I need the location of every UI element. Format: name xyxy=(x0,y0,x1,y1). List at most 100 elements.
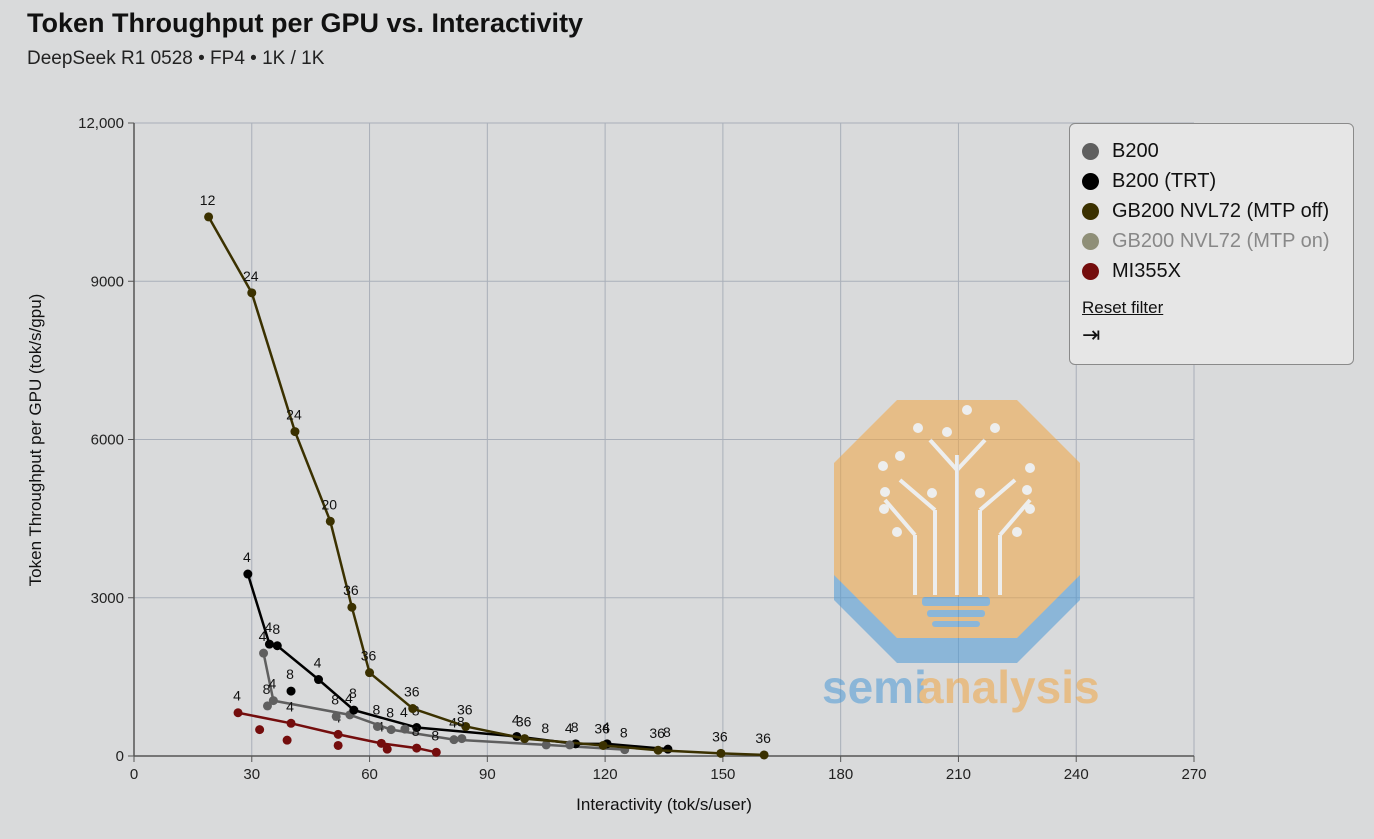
x-tick-label: 150 xyxy=(710,766,735,783)
data-point-extra[interactable] xyxy=(565,740,575,750)
data-point-gb200-nvl72-mtp-off[interactable] xyxy=(408,704,418,714)
data-point-gb200-nvl72-mtp-off[interactable] xyxy=(347,602,357,612)
x-tick-label: 210 xyxy=(946,766,971,783)
reset-filter-link[interactable]: Reset filter xyxy=(1082,298,1164,317)
legend-swatch xyxy=(1082,172,1099,190)
data-point-mi355x[interactable] xyxy=(333,729,343,739)
data-label-mi355x: 8 xyxy=(412,723,420,739)
data-point-mi355x[interactable] xyxy=(412,743,422,753)
data-label-gb200-nvl72-mtp-off: 36 xyxy=(361,648,377,664)
legend-item-mi355x[interactable]: MI355X xyxy=(1082,256,1341,286)
data-point-gb200-nvl72-mtp-off[interactable] xyxy=(204,212,214,222)
data-point-b200-trt[interactable] xyxy=(314,675,324,685)
data-label-gb200-nvl72-mtp-off: 12 xyxy=(200,192,216,208)
data-point-b200-trt[interactable] xyxy=(412,723,422,733)
data-label-extra: 8 xyxy=(286,666,294,682)
data-point-extra[interactable] xyxy=(372,721,382,731)
data-label-mi355x: 4 xyxy=(233,688,241,704)
data-label-extra: 8 xyxy=(373,701,381,717)
data-point-extra[interactable] xyxy=(400,724,410,734)
data-label-gb200-nvl72-mtp-off: 20 xyxy=(322,496,338,512)
data-point-mi355x[interactable] xyxy=(233,708,243,718)
data-label-gb200-nvl72-mtp-off: 36 xyxy=(649,725,665,741)
data-label-b200-trt: 8 xyxy=(663,724,671,740)
data-label-b200: 8 xyxy=(541,720,549,736)
x-tick-label: 270 xyxy=(1181,766,1206,783)
data-label-b200: 8 xyxy=(386,705,394,721)
data-point-extra[interactable] xyxy=(282,735,292,745)
data-point-gb200-nvl72-mtp-off[interactable] xyxy=(290,427,300,437)
x-tick-label: 0 xyxy=(130,766,138,783)
data-point-b200[interactable] xyxy=(541,740,551,750)
legend-item-b200[interactable]: B200 xyxy=(1082,136,1341,166)
legend-panel: B200 B200 (TRT) GB200 NVL72 (MTP off) GB200… xyxy=(1069,123,1354,365)
data-point-extra[interactable] xyxy=(333,740,343,750)
data-point-mi355x[interactable] xyxy=(376,738,386,748)
data-point-gb200-nvl72-mtp-off[interactable] xyxy=(247,288,257,298)
data-label-b200-trt: 8 xyxy=(349,685,357,701)
data-point-mi355x[interactable] xyxy=(286,718,296,728)
data-point-b200[interactable] xyxy=(449,735,459,745)
data-point-gb200-nvl72-mtp-off[interactable] xyxy=(325,516,335,526)
y-tick-label: 3000 xyxy=(91,590,124,607)
semianalysis-watermark-logo: semi analysis xyxy=(822,400,1100,713)
data-point-extra[interactable] xyxy=(457,734,467,744)
data-point-b200[interactable] xyxy=(268,696,278,706)
collapse-legend-icon[interactable]: ⇥ xyxy=(1082,322,1101,347)
data-point-extra[interactable] xyxy=(255,725,265,735)
x-tick-label: 90 xyxy=(479,766,496,783)
data-point-gb200-nvl72-mtp-off[interactable] xyxy=(365,668,375,678)
data-point-b200[interactable] xyxy=(259,648,269,658)
data-label-b200-trt: 4 xyxy=(265,619,273,635)
data-point-gb200-nvl72-mtp-off[interactable] xyxy=(716,748,726,758)
x-tick-label: 60 xyxy=(361,766,378,783)
legend-label: B200 (TRT) xyxy=(1112,169,1217,192)
data-label-b200: 4 xyxy=(259,628,267,644)
data-point-gb200-nvl72-mtp-off[interactable] xyxy=(598,740,608,750)
data-point-b200[interactable] xyxy=(386,725,396,735)
x-axis-label: Interactivity (tok/s/user) xyxy=(576,795,752,814)
data-label-gb200-nvl72-mtp-off: 36 xyxy=(516,714,532,730)
data-label-extra: 8 xyxy=(457,714,465,730)
legend-swatch xyxy=(1082,202,1099,220)
axes: 0 30 60 90 120 150 180 210 240 270 0 3000 6000 9000 12… xyxy=(78,115,1206,783)
legend-item-b200-trt[interactable]: B200 (TRT) xyxy=(1082,166,1341,196)
legend-swatch xyxy=(1082,142,1099,160)
data-point-gb200-nvl72-mtp-off[interactable] xyxy=(520,734,530,744)
y-tick-label: 9000 xyxy=(91,273,124,290)
data-label-extra: 8 xyxy=(331,691,339,707)
legend-label: B200 xyxy=(1112,139,1159,162)
data-point-extra[interactable] xyxy=(286,686,296,696)
x-tick-label: 30 xyxy=(243,766,260,783)
legend-label: GB200 NVL72 (MTP on) xyxy=(1112,229,1330,252)
legend-swatch xyxy=(1082,262,1099,280)
data-point-extra[interactable] xyxy=(382,744,392,754)
data-point-b200-trt[interactable] xyxy=(264,639,274,649)
legend-item-gb200-nvl72-mtp-on[interactable]: GB200 NVL72 (MTP on) xyxy=(1082,226,1341,256)
y-tick-label: 0 xyxy=(116,748,124,765)
data-point-b200-trt[interactable] xyxy=(243,569,253,579)
data-point-extra[interactable] xyxy=(262,701,272,711)
legend-item-gb200-nvl72-mtp-off[interactable]: GB200 NVL72 (MTP off) xyxy=(1082,196,1341,226)
data-point-gb200-nvl72-mtp-off[interactable] xyxy=(461,721,471,731)
data-point-gb200-nvl72-mtp-off[interactable] xyxy=(759,750,769,760)
data-label-gb200-nvl72-mtp-off: 36 xyxy=(343,582,359,598)
data-point-b200-trt[interactable] xyxy=(663,744,673,754)
data-point-b200-trt[interactable] xyxy=(349,705,359,715)
data-point-b200-trt[interactable] xyxy=(272,641,282,651)
y-tick-label: 12,000 xyxy=(78,115,124,132)
y-tick-label: 6000 xyxy=(91,432,124,449)
data-label-b200-trt: 4 xyxy=(602,719,610,735)
data-point-extra[interactable] xyxy=(331,711,341,721)
data-label-gb200-nvl72-mtp-off: 24 xyxy=(286,407,302,423)
data-point-mi355x[interactable] xyxy=(431,747,441,757)
series-b200-trt: 4484884848 xyxy=(243,549,673,754)
data-label-extra: 4 xyxy=(565,720,573,736)
legend-label: MI355X xyxy=(1112,259,1181,282)
data-label-mi355x: 8 xyxy=(431,727,439,743)
axis-labels: Interactivity (tok/s/user) Token Through… xyxy=(26,294,752,814)
series-gb200-nvl72-mtp-off: 12 24 24 20 36 36 36 36 36 36 36 36 36 xyxy=(200,192,771,760)
data-point-gb200-nvl72-mtp-off[interactable] xyxy=(653,745,663,755)
